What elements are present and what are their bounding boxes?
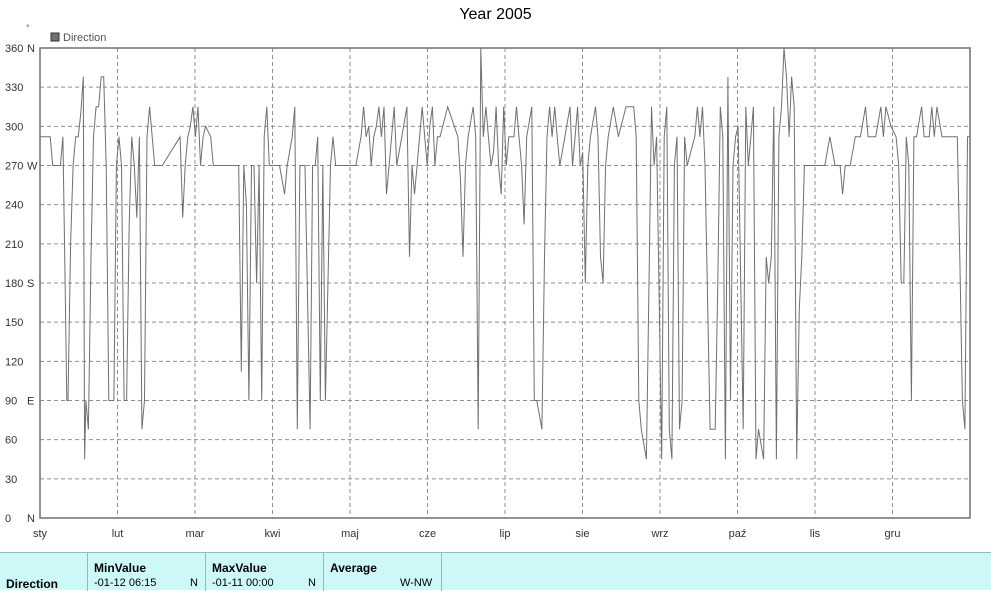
min-value-direction: N — [190, 577, 198, 589]
stats-label-cell: Direction — [0, 553, 88, 591]
y-tick-label: 30 — [5, 474, 17, 486]
y-tick-label: 240 — [5, 200, 23, 212]
y-tick-label: 270 — [5, 161, 23, 173]
stats-row-label: Direction — [6, 577, 59, 591]
y-tick-direction: N — [27, 513, 35, 525]
x-tick-label: gru — [885, 528, 901, 540]
max-value-cell: MaxValue -01-11 00:00 N — [206, 553, 324, 591]
grid-layer — [40, 48, 970, 518]
min-value-cell: MinValue -01-12 06:15 N — [88, 553, 206, 591]
series-line-direction — [40, 47, 970, 460]
min-value-date: -01-12 06:15 — [94, 577, 157, 589]
average-header: Average — [330, 561, 377, 575]
y-tick-label: 180 — [5, 278, 23, 290]
average-value: W-NW — [400, 577, 433, 589]
axis-layer: 0 N 30 60 90 E 120 150 180 S 210 240 270 W 300 330 360 Ns… — [5, 43, 900, 540]
series-layer — [40, 47, 970, 460]
x-tick-label: kwi — [265, 528, 281, 540]
min-value-header: MinValue — [94, 561, 147, 575]
y-tick-label: 0 — [5, 513, 11, 525]
y-tick-direction: E — [27, 396, 34, 408]
stats-panel: Direction MinValue -01-12 06:15 N MaxVal… — [0, 552, 991, 591]
max-value-direction: N — [308, 577, 316, 589]
y-tick-label: 120 — [5, 356, 23, 368]
x-tick-label: lip — [499, 528, 510, 540]
y-tick-direction: S — [27, 278, 34, 290]
max-value-date: -01-11 00:00 — [212, 577, 274, 589]
y-tick-direction: W — [27, 161, 38, 173]
x-tick-label: lis — [810, 528, 821, 540]
plot-frame — [39, 47, 971, 519]
y-tick-label: 150 — [5, 317, 23, 329]
y-tick-label: 90 — [5, 396, 17, 408]
x-tick-label: sie — [575, 528, 589, 540]
x-tick-label: mar — [186, 528, 205, 540]
y-tick-label: 330 — [5, 82, 23, 94]
y-unit-label: ° — [26, 23, 30, 33]
y-tick-label: 60 — [5, 435, 17, 447]
x-tick-label: maj — [341, 528, 359, 540]
x-tick-label: lut — [112, 528, 124, 540]
max-value-header: MaxValue — [212, 561, 267, 575]
y-tick-label: 300 — [5, 121, 23, 133]
legend-swatch — [50, 32, 60, 42]
y-tick-label: 360 — [5, 43, 23, 55]
y-tick-label: 210 — [5, 239, 23, 251]
x-tick-label: paź — [729, 528, 747, 540]
legend-label: Direction — [63, 32, 106, 44]
average-cell: Average W-NW — [324, 553, 442, 591]
x-tick-label: sty — [33, 528, 48, 540]
chart-title: Year 2005 — [459, 6, 532, 23]
y-tick-direction: N — [27, 43, 35, 55]
x-tick-label: cze — [419, 528, 436, 540]
chart-plot: ° Direction 0 N 30 60 90 E 120 150 180 S 210 240 270… — [5, 23, 971, 540]
x-tick-label: wrz — [650, 528, 668, 540]
